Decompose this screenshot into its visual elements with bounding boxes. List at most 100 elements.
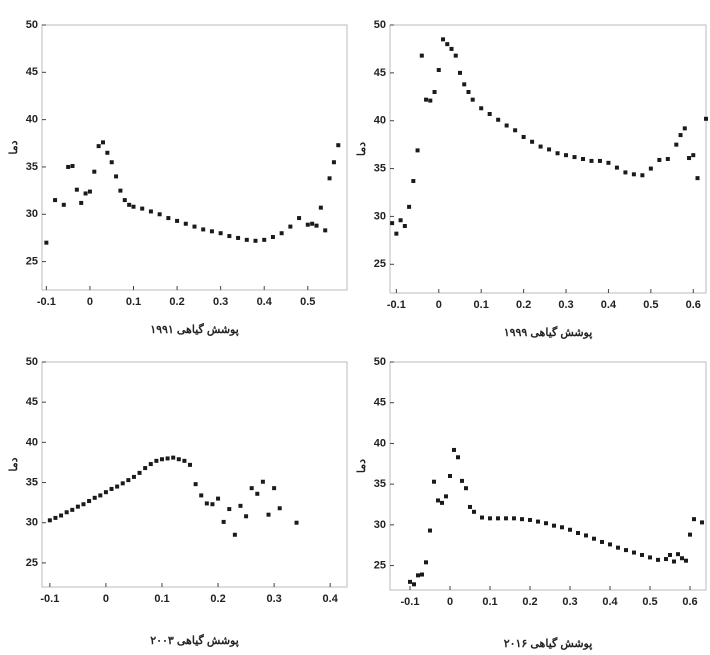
point <box>175 218 180 223</box>
point <box>327 176 332 181</box>
y-axis-label: دما <box>8 457 20 471</box>
point <box>592 536 596 541</box>
point <box>468 504 472 509</box>
point <box>171 455 176 460</box>
x-tick-label: 0.1 <box>126 296 141 308</box>
point <box>140 206 145 211</box>
point <box>221 519 226 524</box>
point <box>266 512 271 517</box>
point <box>236 235 241 240</box>
point <box>544 521 548 526</box>
point <box>81 502 86 507</box>
point <box>560 525 564 530</box>
y-tick-label: 25 <box>26 256 38 268</box>
point <box>648 166 653 171</box>
point <box>199 493 204 498</box>
point <box>74 187 79 192</box>
point <box>657 157 662 162</box>
point <box>462 82 467 87</box>
y-tick-label: 30 <box>26 517 38 529</box>
x-tick-label: 0.5 <box>642 596 657 608</box>
point <box>411 179 416 184</box>
point <box>453 53 458 58</box>
x-tick-label: 0.2 <box>169 296 184 308</box>
point <box>688 532 692 537</box>
x-tick-label: -0.1 <box>401 596 420 608</box>
point <box>131 474 136 479</box>
point <box>83 191 88 196</box>
point <box>331 160 336 165</box>
point <box>674 142 679 147</box>
point <box>472 509 476 514</box>
point <box>148 209 153 214</box>
point <box>538 144 543 149</box>
point <box>394 231 399 236</box>
point <box>407 204 412 209</box>
point <box>449 46 454 51</box>
point <box>253 238 258 243</box>
point <box>79 200 84 205</box>
point <box>444 494 448 499</box>
point <box>318 205 323 210</box>
y-tick-label: 50 <box>374 19 386 31</box>
point <box>589 158 594 163</box>
y-tick-label: 40 <box>26 436 38 448</box>
point <box>75 504 80 509</box>
y-axis-label: دما <box>356 142 368 156</box>
point <box>210 502 215 507</box>
point <box>466 90 471 94</box>
point <box>464 486 468 491</box>
point <box>64 510 69 515</box>
point <box>648 555 652 560</box>
point <box>98 493 103 498</box>
x-tick-label: 0.1 <box>474 299 489 311</box>
point <box>428 98 433 103</box>
x-tick-label: 0.2 <box>522 596 537 608</box>
point <box>600 539 604 544</box>
point <box>122 198 127 203</box>
point <box>614 165 619 170</box>
point <box>249 486 254 491</box>
point <box>487 112 492 117</box>
point <box>606 160 611 165</box>
point <box>270 235 275 239</box>
point <box>597 158 602 163</box>
point <box>96 144 101 149</box>
x-tick-label: 0.3 <box>562 596 577 608</box>
point <box>676 552 680 557</box>
point <box>504 516 508 521</box>
x-tick-label: 0 <box>87 296 93 308</box>
point <box>513 128 518 133</box>
point <box>441 37 446 42</box>
point <box>436 67 441 72</box>
x-tick-label: 0.4 <box>323 593 339 605</box>
y-tick-label: 30 <box>26 208 38 220</box>
point <box>695 176 700 181</box>
x-axis-label: پوشش گیاهی ۲۰۱۶ <box>504 636 593 650</box>
point <box>552 523 556 528</box>
plot-frame <box>389 24 707 294</box>
point <box>672 559 676 564</box>
point <box>668 552 672 557</box>
point <box>101 140 105 145</box>
point <box>445 42 450 47</box>
point <box>536 519 540 524</box>
point <box>218 231 223 236</box>
point <box>440 500 444 505</box>
point <box>92 169 97 174</box>
point <box>336 143 341 148</box>
point <box>572 155 577 160</box>
point <box>127 202 132 207</box>
point <box>700 520 704 525</box>
point <box>137 470 142 475</box>
x-axis-label: پوشش گیاهی ۱۹۹۱ <box>150 322 239 336</box>
point <box>92 495 97 500</box>
point <box>555 151 560 156</box>
point <box>294 520 299 525</box>
point <box>310 221 315 226</box>
point <box>109 160 114 165</box>
point <box>209 229 214 234</box>
x-tick-label: 0.5 <box>643 299 658 311</box>
point <box>183 221 188 226</box>
y-tick-label: 30 <box>374 519 386 531</box>
